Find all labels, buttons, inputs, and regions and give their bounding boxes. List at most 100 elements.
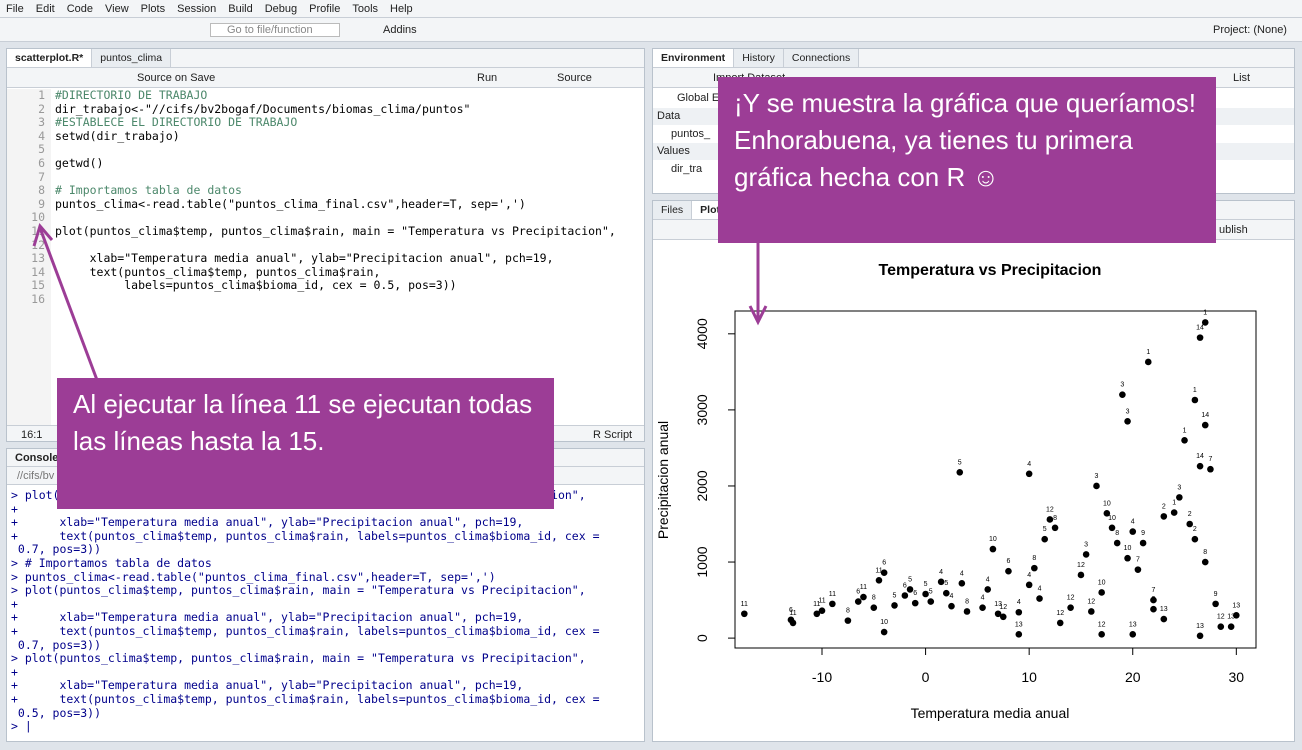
point [1170,509,1178,516]
point-label: 12 [1098,621,1106,628]
point-label: 4 [981,595,985,602]
point-label: 5 [929,589,933,596]
point-label: 1 [1193,387,1197,394]
point [922,590,929,598]
console-line: 0.7, pos=3)) [11,542,102,557]
project[interactable]: Project: (None) [1213,24,1287,36]
point-label: 13 [1015,621,1023,628]
env-tab[interactable]: Connections [783,49,860,67]
source-on-save[interactable]: Source on Save [137,72,216,84]
y-tick-label: 1000 [694,546,710,577]
menu-item[interactable]: Tools [352,3,379,15]
point-label: 10 [1124,545,1132,552]
point [1201,319,1209,326]
point-label: 7 [1136,557,1140,564]
menu-item[interactable]: Debug [264,3,298,15]
y-tick-label: 4000 [694,318,710,349]
y-tick-label: 2000 [694,470,710,501]
env-tab[interactable]: Environment [653,49,735,67]
point-label: 5 [944,580,948,587]
point-label: 10 [989,536,997,543]
point-label: 7 [1152,587,1156,594]
point [1025,470,1033,478]
data-item[interactable]: puntos_ [671,128,711,140]
plot-tab[interactable]: Files [653,201,693,219]
env-tab[interactable]: History [734,49,784,67]
point [956,468,964,476]
menu-item[interactable]: Edit [35,3,55,15]
point [984,586,992,593]
point-label: 8 [1053,515,1057,522]
cursor-pos: 16:1 [21,429,43,441]
point-label: 8 [1203,549,1207,556]
menu-item[interactable]: Help [390,3,413,15]
point-label: 3 [1177,484,1181,491]
source-button[interactable]: Source [557,72,592,84]
point-label: 11 [818,598,825,605]
point-label: 3 [1095,473,1099,480]
point [1025,581,1033,589]
point [906,586,914,593]
point-label: 4 [1017,599,1021,606]
point-label: 4 [1131,519,1135,526]
goto-box[interactable]: Go to file/function [210,23,340,37]
menu-item[interactable]: Session [177,3,217,15]
menu-item[interactable]: View [105,3,129,15]
point [813,610,821,618]
point [1119,391,1126,398]
code-line: text(puntos_clima$temp, puntos_clima$rai… [55,264,381,279]
run-button[interactable]: Run [477,72,498,84]
gutter: 1 2 3 4 5 6 7 8 9 10 11 12 13 14 15 16 [7,88,51,425]
code: #DIRECTORIO DE TRABAJO dir_trabajo<-"//ci… [55,89,644,425]
console-line: + [11,664,18,679]
point-label: 6 [789,607,793,614]
point-label: 6 [903,583,907,590]
menu-item[interactable]: Plots [140,3,166,15]
point-label: 9 [1214,591,1218,598]
x-tick-label: 20 [1125,669,1141,685]
x-tick-label: 10 [1021,669,1037,685]
menu-item[interactable]: Code [66,3,93,15]
console-line: 0.5, pos=3)) [11,705,102,720]
point-label: 3 [1084,541,1088,548]
view-mode[interactable]: List [1233,72,1251,84]
menu-item[interactable]: Build [228,3,253,15]
editor-tabs: scatterplot.R* puntos_clima [7,49,644,68]
editor-pane: scatterplot.R* puntos_clima Source on Sav… [6,48,645,442]
editor-tab[interactable]: puntos_clima [92,49,172,67]
code-line: dir_trabajo<-"//cifs/bv2bogaf/Documents/… [55,101,471,116]
point [1015,631,1023,638]
line-number: 13 [31,251,45,266]
point-label: 12 [1046,506,1054,513]
editor-tab[interactable]: scatterplot.R* [7,49,93,67]
point [1051,524,1059,532]
point [1041,535,1048,543]
point [943,589,950,597]
addins[interactable]: Addins [383,24,417,36]
point [1212,600,1219,608]
console-line: + [11,501,18,516]
publish[interactable]: ublish [1219,224,1248,236]
point [1196,334,1204,341]
scope[interactable]: Global En [677,92,726,104]
menu-item[interactable]: Profile [309,3,341,15]
line-number: 1 [38,88,45,102]
point [1077,571,1085,579]
point [1144,358,1152,366]
point [1067,604,1074,611]
point-label: 12 [1087,598,1095,605]
menu-item[interactable]: File [6,3,24,15]
file-type[interactable]: R Script [593,429,633,441]
code-line: # Importamos tabla de datos [55,183,242,198]
point [870,604,878,611]
point [1098,631,1105,638]
point [1201,421,1209,429]
line-number: 10 [31,210,45,225]
point-label: 4 [950,593,954,600]
values-item[interactable]: dir_tra [671,163,703,175]
point [1108,524,1116,532]
code-line: getwd() [55,155,104,170]
env-tabs: Environment History Connections [653,49,1294,68]
line-number: 9 [38,196,45,211]
point [860,593,867,601]
